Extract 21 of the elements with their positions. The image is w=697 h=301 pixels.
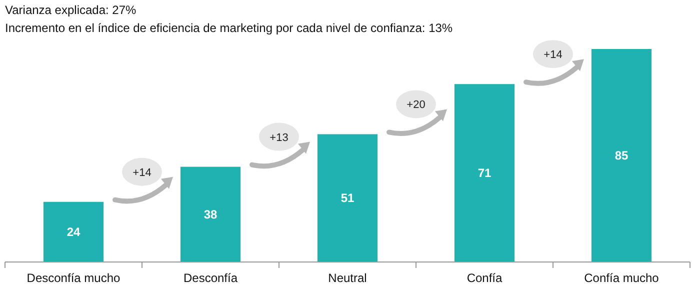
- x-tick-label: Desconfía: [183, 271, 238, 285]
- annotation: +13: [270, 132, 288, 144]
- bar: [318, 134, 378, 262]
- data-label: 24: [66, 224, 80, 239]
- bar: [44, 202, 104, 262]
- chart-title: Varianza explicada: 27%: [5, 3, 137, 17]
- annotation: +14: [132, 166, 152, 179]
- data-label: 51: [340, 191, 354, 206]
- annotation: +14: [544, 49, 562, 62]
- bar: [592, 49, 652, 262]
- x-tick-label: Neutral: [328, 271, 367, 285]
- data-label: 85: [614, 148, 628, 162]
- x-tick-label: Confía: [466, 271, 502, 285]
- x-tick-label: Confía mucho: [584, 271, 660, 285]
- data-label: 71: [478, 166, 492, 180]
- annotation: +20: [406, 99, 426, 112]
- chart-subtitle: Incremento en el índice de eficiencia de marketing por cada nivel de confianza: 13%: [5, 21, 453, 35]
- bar: [180, 166, 240, 262]
- bar: [454, 84, 514, 262]
- data-label: 38: [204, 207, 218, 222]
- x-tick-label: Desconfía mucho: [26, 271, 121, 285]
